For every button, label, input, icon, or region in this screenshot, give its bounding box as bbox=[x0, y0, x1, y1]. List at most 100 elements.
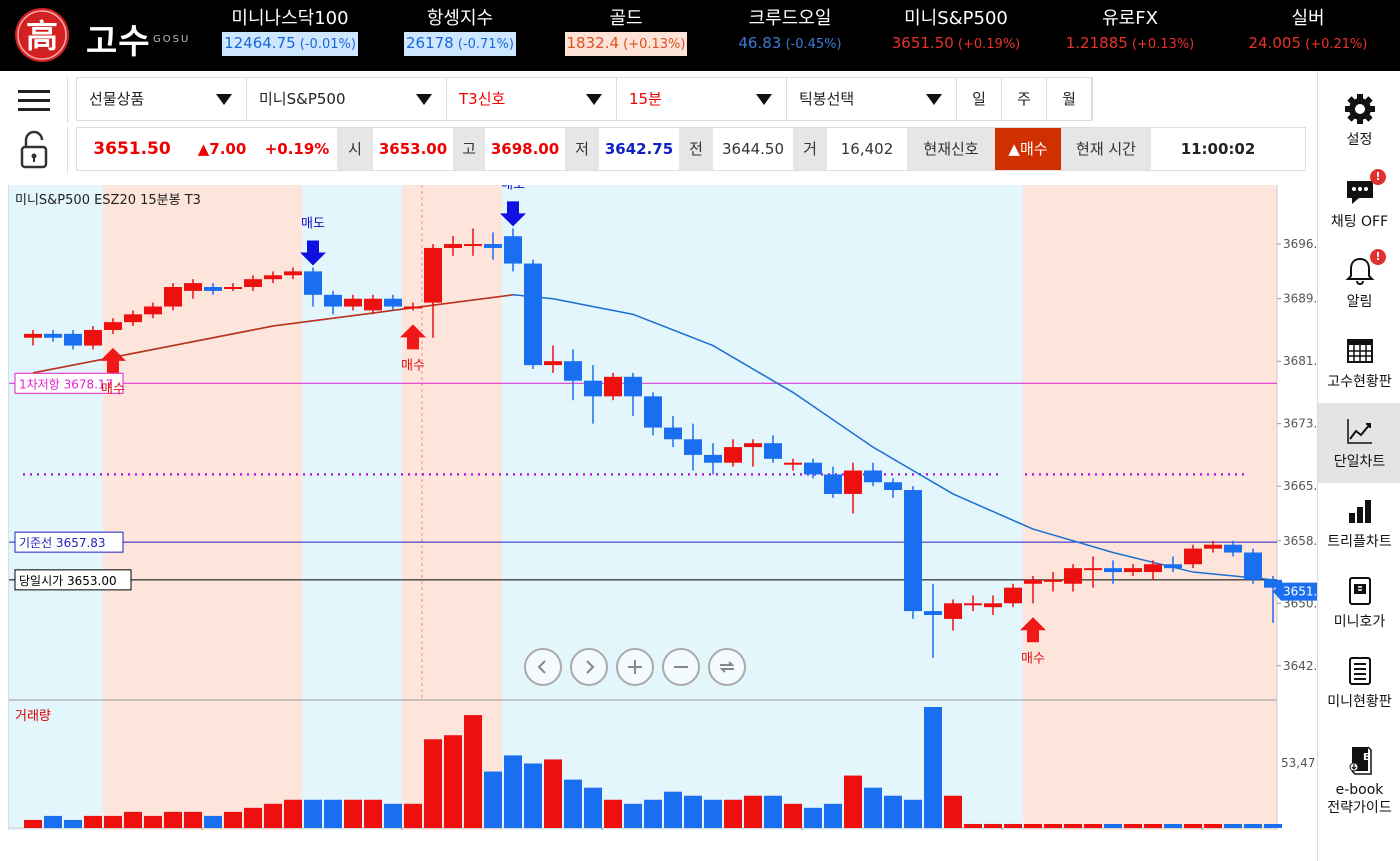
scroll-right-button[interactable] bbox=[570, 648, 608, 686]
product-type-select[interactable]: 선물상품 bbox=[77, 78, 247, 120]
candle-body bbox=[604, 376, 622, 397]
sell-arrow-icon bbox=[500, 201, 526, 227]
candle-body bbox=[764, 443, 782, 459]
high-value: 3698.00 bbox=[490, 140, 560, 158]
candle-body bbox=[1144, 564, 1162, 573]
sidebar-item-gear[interactable]: 설정 bbox=[1318, 81, 1400, 161]
volume-bar bbox=[124, 811, 142, 828]
open-label: 시 bbox=[337, 128, 373, 170]
sidebar-item-bar-chart[interactable]: 트리플차트 bbox=[1318, 483, 1400, 563]
y-tick-label: 3673. bbox=[1283, 417, 1317, 431]
sidebar-item-bell[interactable]: ! 알림 bbox=[1318, 243, 1400, 323]
signal-select[interactable]: T3신호 bbox=[447, 78, 617, 120]
candlestick-chart[interactable]: 3696. 3689. 3681. 3673. 3665. 3658. 3650. 3642.… bbox=[8, 185, 1317, 830]
volume-bar bbox=[464, 715, 482, 828]
sidebar-item-list-board[interactable]: 미니현황판 bbox=[1318, 643, 1400, 723]
candle-body bbox=[784, 462, 802, 465]
high-label: 고 bbox=[453, 128, 485, 170]
candle-body bbox=[844, 470, 862, 494]
volume-bar bbox=[624, 803, 642, 828]
volume-bar bbox=[84, 815, 102, 828]
chart-canvas[interactable]: 3696.3689.3681.3673.3665.3658.3650.3642.… bbox=[9, 185, 1317, 830]
volume-bar bbox=[1044, 823, 1062, 828]
candle-body bbox=[244, 279, 262, 287]
svg-text:E: E bbox=[1363, 752, 1370, 763]
candle-body bbox=[864, 470, 882, 483]
ticker-name: 유로FX bbox=[1102, 8, 1158, 29]
volume-bar bbox=[64, 819, 82, 828]
candle-body bbox=[1204, 544, 1222, 549]
candle-body bbox=[704, 454, 722, 463]
product-select[interactable]: 미니S&P500 bbox=[247, 78, 447, 120]
reset-button[interactable] bbox=[708, 648, 746, 686]
volume-bar bbox=[1184, 823, 1202, 828]
volume-bar bbox=[204, 815, 222, 828]
candle-body bbox=[964, 603, 982, 606]
ticker-item[interactable]: 골드 1832.4 (+0.13%) bbox=[546, 6, 706, 56]
ticker-price: 46.83 bbox=[738, 34, 782, 52]
candle-body bbox=[24, 333, 42, 338]
period-week-button[interactable]: 주 bbox=[1002, 78, 1047, 120]
volume-bar bbox=[224, 811, 242, 828]
unlock-button[interactable] bbox=[0, 127, 68, 173]
time-label: 현재 시간 bbox=[1061, 128, 1151, 170]
candle-body bbox=[304, 271, 322, 295]
volume-bar bbox=[544, 759, 562, 828]
chart-controls bbox=[524, 648, 746, 686]
volume-bar bbox=[1204, 823, 1222, 828]
volume-tick-label: 53,47 bbox=[1281, 756, 1315, 770]
volume-bar bbox=[304, 799, 322, 828]
ticker-bar: 高 고수 GOSU 미니나스닥100 12464.75 (-0.01%) 항셍지수 2… bbox=[0, 0, 1400, 71]
menu-bar bbox=[18, 108, 50, 111]
volume-bar bbox=[384, 803, 402, 828]
buy-signal-label: 매수 bbox=[101, 382, 125, 397]
candle-body bbox=[1064, 568, 1082, 584]
sidebar-item-chat[interactable]: ! 채팅 OFF bbox=[1318, 163, 1400, 243]
ticker-item[interactable]: 미니나스닥100 12464.75 (-0.01%) bbox=[210, 6, 370, 56]
period-day-button[interactable]: 일 bbox=[957, 78, 1002, 120]
list-board-icon bbox=[1344, 655, 1376, 687]
y-axis-area bbox=[1277, 185, 1317, 830]
chevron-right-icon bbox=[586, 660, 595, 674]
volume-bar bbox=[424, 739, 442, 828]
gosu-logo[interactable]: 高 고수 GOSU bbox=[8, 6, 208, 64]
period-month-button[interactable]: 월 bbox=[1047, 78, 1092, 120]
ticker-item[interactable]: 크루드오일 46.83 (-0.45%) bbox=[710, 6, 870, 56]
ticker-item[interactable]: 실버 24.005 (+0.21%) bbox=[1228, 6, 1388, 56]
ticker-value: 46.83 (-0.45%) bbox=[736, 32, 843, 56]
tick-select[interactable]: 틱봉선택 bbox=[787, 78, 957, 120]
chart-title: 미니S&P500 ESZ20 15분봉 T3 bbox=[15, 193, 201, 208]
current-price-tag-label: 3651. bbox=[1283, 585, 1317, 599]
sidebar-item-line-chart[interactable]: 단일차트 bbox=[1318, 403, 1400, 483]
volume-bar bbox=[604, 799, 622, 828]
prev-label: 전 bbox=[679, 128, 713, 170]
candle-body bbox=[924, 611, 942, 615]
zoom-in-button[interactable] bbox=[616, 648, 654, 686]
quote-row: 3651.50 ▲7.00 +0.19% 시 3653.00 고 3698.00… bbox=[76, 127, 1306, 171]
candle-body bbox=[324, 294, 342, 307]
ticker-item[interactable]: 유로FX 1.21885 (+0.13%) bbox=[1050, 6, 1210, 56]
candle-body bbox=[204, 287, 222, 291]
volume-bar bbox=[1244, 823, 1262, 828]
ticker-item[interactable]: 미니S&P500 3651.50 (+0.19%) bbox=[876, 6, 1036, 56]
zoom-out-button[interactable] bbox=[662, 648, 700, 686]
ticker-price: 26178 bbox=[406, 34, 454, 52]
sidebar-item-mini-quote[interactable]: 미니호가 bbox=[1318, 563, 1400, 643]
candle-body bbox=[464, 244, 482, 247]
scroll-left-button[interactable] bbox=[524, 648, 562, 686]
interval-select[interactable]: 15분 bbox=[617, 78, 787, 120]
candle-body bbox=[364, 298, 382, 311]
sidebar-item-grid-table[interactable]: 고수현황판 bbox=[1318, 323, 1400, 403]
sidebar-label: 설정 bbox=[1346, 132, 1373, 148]
ticker-item[interactable]: 항셍지수 26178 (-0.71%) bbox=[380, 6, 540, 56]
sidebar-label: 트리플차트 bbox=[1327, 534, 1392, 550]
ebook-icon: E bbox=[1344, 743, 1376, 775]
hamburger-menu-button[interactable] bbox=[0, 77, 68, 123]
candle-body bbox=[424, 247, 442, 303]
volume-label: 거 bbox=[793, 128, 827, 170]
candle-body bbox=[124, 314, 142, 323]
volume-bar bbox=[664, 791, 682, 828]
volume-bar bbox=[404, 803, 422, 828]
y-tick-label: 3696. bbox=[1283, 237, 1317, 251]
